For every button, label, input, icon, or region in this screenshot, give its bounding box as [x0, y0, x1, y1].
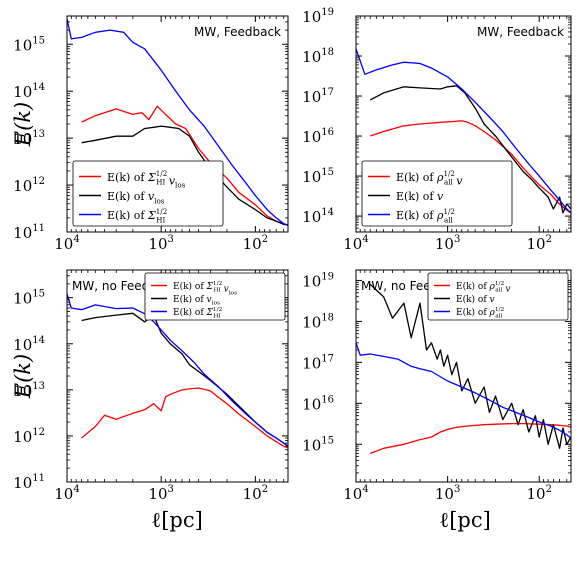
plot-frame [355, 15, 572, 233]
legend: E(k) of ρ1/2 all v E(k) of v E(k) of ρ1/2 al… [361, 160, 513, 227]
series-line-3 [67, 293, 288, 447]
y-tick-label: 1019 [302, 7, 334, 26]
series-group [356, 283, 571, 455]
x-tick-label: 102 [243, 234, 268, 253]
y-tick-label: 1014 [13, 335, 45, 354]
x-tick-label: 102 [243, 484, 268, 503]
plot-frame [355, 269, 572, 483]
legend-entry-1: E(k) of ρ1/2 all v [456, 281, 510, 295]
y-tick-label: 1017 [302, 353, 334, 372]
x-tick-label: 103 [148, 234, 173, 253]
y-tick-label: 1016 [302, 394, 334, 413]
y-tick-label: 1018 [302, 312, 334, 331]
x-tick-label: 104 [54, 234, 79, 253]
series-line-3 [356, 48, 571, 214]
series-group [67, 293, 288, 449]
panel-annotation: MW, Feedback [477, 25, 564, 39]
x-tick-label: 103 [435, 234, 460, 253]
legend-entry-1: E(k) of Σ1/2 HI vlos [107, 169, 186, 190]
y-tick-label: 1017 [302, 87, 334, 106]
legend-box [361, 160, 513, 227]
y-tick-label: 1011 [13, 473, 45, 492]
series-line-2 [81, 125, 288, 226]
series-line-3 [67, 18, 288, 226]
y-tick-label: 1018 [302, 47, 334, 66]
legend-box [144, 272, 286, 321]
legend-entry-3: E(k) of ρ1/2 all [456, 307, 505, 320]
y-tick-label: 1013 [13, 129, 45, 148]
y-tick-label: 1016 [302, 127, 334, 146]
series-line-2 [369, 85, 571, 214]
series-line-1 [369, 422, 571, 455]
y-tick-label: 1015 [13, 289, 45, 308]
x-axis-label: ℓ[pc] [439, 508, 491, 532]
y-tick-label: 1011 [13, 223, 45, 242]
series-line-2 [81, 312, 288, 447]
plot-frame [66, 15, 289, 233]
legend-entry-2: E(k) of vlos [173, 294, 220, 307]
legend-entry-3: E(k) of ρ1/2 all [396, 207, 455, 224]
y-tick-label: 1015 [13, 35, 45, 54]
x-tick-label: 104 [54, 484, 79, 503]
panel-annotation: MW, Feedback [194, 25, 281, 39]
plot-frame [66, 269, 289, 483]
x-tick-label: 102 [526, 484, 551, 503]
series-line-1 [81, 387, 288, 449]
legend-entry-2: E(k) of vlos [107, 190, 165, 205]
series-group [67, 18, 288, 226]
y-tick-label: 1014 [13, 82, 45, 101]
x-tick-label: 104 [343, 484, 368, 503]
y-tick-label: 1014 [302, 207, 334, 226]
y-tick-label: 1015 [302, 435, 334, 454]
series-line-1 [369, 120, 571, 214]
x-tick-label: 102 [526, 234, 551, 253]
legend-entry-1: E(k) of ρ1/2 all v [396, 169, 463, 187]
legend-entry-1: E(k) of Σ1/2 HI vlos [173, 281, 237, 296]
x-tick-label: 103 [435, 484, 460, 503]
y-tick-label: 1012 [13, 427, 45, 446]
y-axis-label: E(k) [11, 102, 35, 147]
legend: E(k) of ρ1/2 all vE(k) of v E(k) of ρ1/2 al… [427, 272, 569, 321]
y-tick-label: 1015 [302, 167, 334, 186]
legend-box [427, 272, 569, 321]
minor-ticks [356, 270, 571, 482]
x-axis-label: ℓ[pc] [151, 508, 203, 532]
legend-entry-3: E(k) of Σ1/2 HI [173, 307, 223, 320]
legend-entry-2: E(k) of v [456, 294, 495, 305]
panel-2: 104 103 102 1014 1015 1016 1017 1018 1019 MW, Fee… [302, 7, 572, 253]
y-axis-label: E(k) [11, 354, 35, 399]
x-tick-label: 103 [148, 484, 173, 503]
y-tick-label: 1012 [13, 176, 45, 195]
x-tick-label: 104 [343, 234, 368, 253]
legend-box [72, 160, 224, 227]
legend-entry-2: E(k) of v [396, 190, 444, 203]
legend-entry-3: E(k) of Σ1/2 HI [107, 207, 167, 224]
y-tick-label: 1019 [302, 271, 334, 290]
y-tick-label: 1013 [13, 381, 45, 400]
series-line-3 [356, 342, 571, 439]
series-line-1 [81, 105, 288, 226]
panel-1: 104 103 102 1011 1012 1013 1014 1015 MW, Feedbac… [13, 15, 289, 253]
series-group [356, 48, 571, 214]
